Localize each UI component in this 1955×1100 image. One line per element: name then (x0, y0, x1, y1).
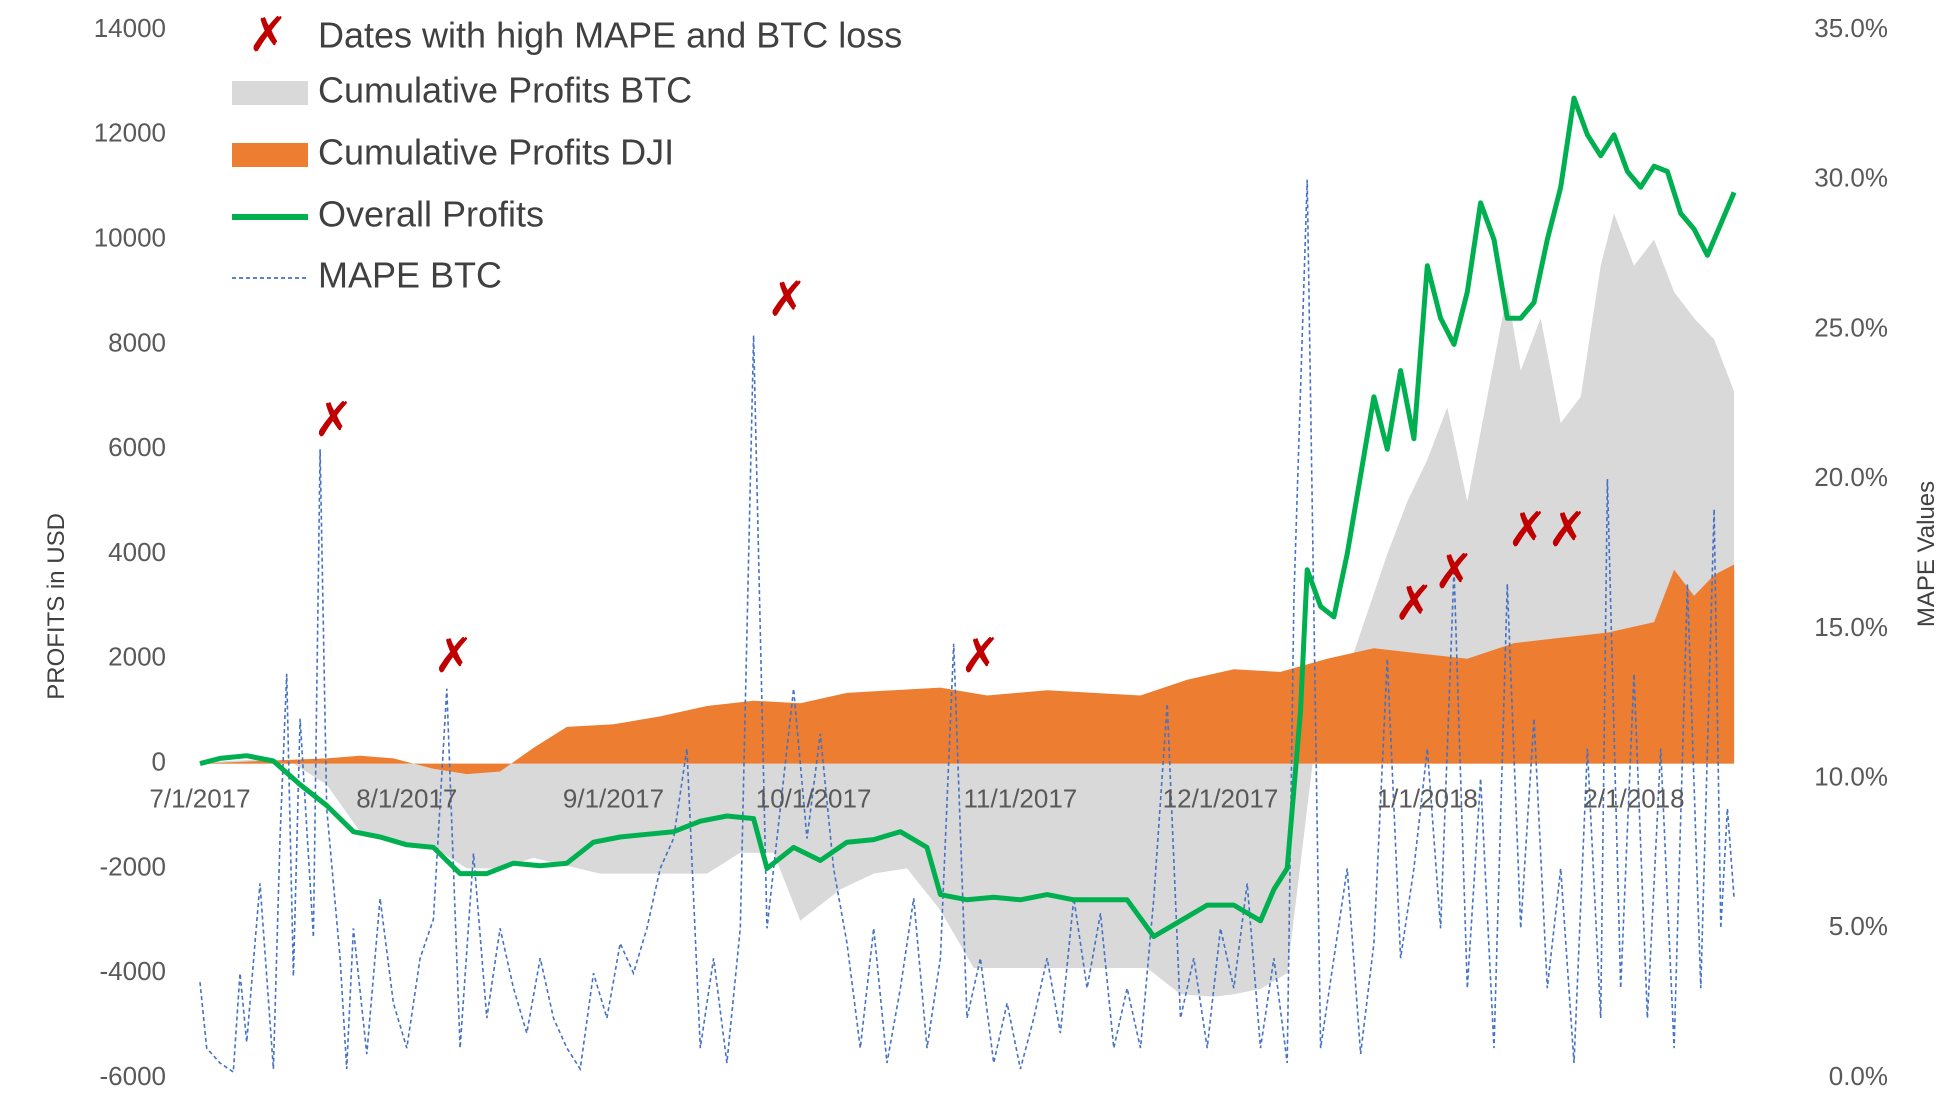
right-tick-label: 15.0% (1814, 612, 1888, 642)
x-tick-label: 10/1/2017 (756, 784, 872, 814)
left-tick-label: 10000 (94, 222, 166, 252)
legend-label-marker: Dates with high MAPE and BTC loss (318, 15, 902, 56)
high-mape-marker: ✗ (1507, 502, 1547, 558)
x-tick-label: 1/1/2018 (1377, 784, 1478, 814)
x-tick-label: 9/1/2017 (563, 784, 664, 814)
right-tick-label: 30.0% (1814, 163, 1888, 193)
right-axis-title: MAPE Values (1913, 481, 1940, 627)
right-tick-label: 5.0% (1829, 911, 1888, 941)
high-mape-marker: ✗ (313, 392, 353, 448)
left-tick-label: 14000 (94, 13, 166, 43)
areas-layer (200, 213, 1735, 997)
high-mape-marker: ✗ (1434, 544, 1474, 600)
left-tick-label: 4000 (108, 537, 166, 567)
right-tick-label: 10.0% (1814, 761, 1888, 791)
btc-cumulative-area (200, 213, 1735, 997)
left-tick-label: -2000 (100, 851, 167, 881)
left-tick-label: 8000 (108, 327, 166, 357)
legend-label-dji: Cumulative Profits DJI (318, 132, 674, 173)
left-tick-label: -4000 (100, 956, 167, 986)
dji-cumulative-area (200, 564, 1735, 775)
legend: ✗ Dates with high MAPE and BTC loss Cumula… (232, 7, 902, 296)
overall-profits-line (199, 95, 1737, 939)
legend-marker-symbol: ✗ (248, 7, 288, 63)
left-axis-title: PROFITS in USD (43, 513, 70, 700)
right-tick-label: 0.0% (1829, 1061, 1888, 1091)
left-tick-label: 0 (152, 746, 166, 776)
high-mape-marker: ✗ (1547, 502, 1587, 558)
legend-dji-swatch (232, 143, 308, 167)
high-mape-marker: ✗ (767, 272, 807, 328)
markers-layer: ✗✗✗✗✗✗✗ ✗ (313, 272, 1587, 684)
legend-btc-swatch (232, 81, 308, 105)
x-tick-label: 7/1/2017 (149, 784, 250, 814)
left-tick-label: 6000 (108, 432, 166, 462)
x-tick-label: 2/1/2018 (1583, 784, 1684, 814)
right-tick-label: 35.0% (1814, 13, 1888, 43)
right-tick-label: 25.0% (1814, 312, 1888, 342)
right-tick-label: 20.0% (1814, 462, 1888, 492)
overall-layer (199, 95, 1737, 939)
left-tick-label: 2000 (108, 642, 166, 672)
high-mape-marker: ✗ (433, 628, 473, 684)
mape-btc-line (199, 179, 1735, 1074)
high-mape-marker: ✗ (1394, 575, 1434, 631)
high-mape-marker: ✗ (960, 628, 1000, 684)
legend-label-overall: Overall Profits (318, 194, 544, 235)
axes-layer: -6000 -4000 -2000 0 2000 4000 6000 8000 10000 120… (43, 13, 1940, 1091)
left-tick-label: 12000 (94, 118, 166, 148)
x-tick-label: 12/1/2017 (1163, 784, 1279, 814)
left-tick-label: -6000 (100, 1061, 167, 1091)
mape-layer (199, 179, 1735, 1074)
x-tick-label: 11/1/2017 (964, 784, 1078, 814)
x-tick-label: 8/1/2017 (356, 784, 457, 814)
legend-label-mape: MAPE BTC (318, 255, 502, 296)
legend-label-btc: Cumulative Profits BTC (318, 70, 692, 111)
